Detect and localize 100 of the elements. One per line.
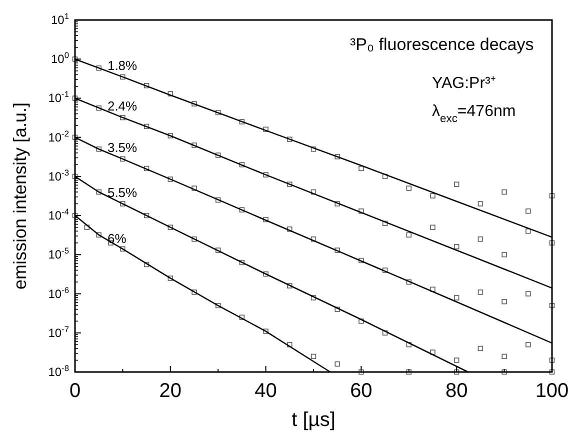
point <box>287 283 292 288</box>
point <box>216 302 221 308</box>
point <box>502 299 507 304</box>
point <box>263 126 268 132</box>
point <box>334 361 340 367</box>
point <box>406 186 412 191</box>
point <box>502 189 507 195</box>
x-tick-label: 0 <box>69 380 81 402</box>
y-tick-label: 10$^{-6}$ <box>48 284 70 301</box>
point <box>216 248 221 253</box>
point <box>263 271 268 277</box>
point <box>144 166 150 172</box>
point <box>287 226 292 232</box>
point <box>120 246 126 252</box>
point <box>334 154 340 160</box>
y-tick-label: 10$^{1}$ <box>50 11 70 27</box>
point <box>406 342 412 348</box>
y-tick-label: 10$^{-3}$ <box>48 167 70 184</box>
y-tick-label: 10$^{-1}$ <box>48 89 70 106</box>
point <box>334 306 340 312</box>
point <box>502 354 507 360</box>
point <box>144 212 150 218</box>
point <box>382 220 388 226</box>
point <box>502 369 507 375</box>
point <box>192 186 197 191</box>
y-tick-label: 10$^{-8}$ <box>48 363 70 379</box>
point <box>406 279 412 285</box>
point <box>216 197 221 203</box>
point <box>287 136 292 142</box>
point <box>358 369 364 375</box>
annotation: ³P₀ fluorescence decays <box>350 35 534 54</box>
point <box>192 290 197 295</box>
point <box>334 248 340 253</box>
point <box>406 369 412 375</box>
point <box>287 182 292 187</box>
y-tick-label: 10$^{-5}$ <box>48 246 70 262</box>
point <box>526 228 531 234</box>
point <box>192 101 197 106</box>
point <box>287 342 292 348</box>
series-label: 5.5% <box>107 185 138 200</box>
point <box>382 268 388 273</box>
point <box>454 182 460 187</box>
point <box>382 330 388 336</box>
point <box>263 328 268 334</box>
point <box>144 124 150 130</box>
x-tick-label: 60 <box>350 380 372 402</box>
point <box>144 83 150 88</box>
y-tick-label: 10$^{0}$ <box>50 50 70 66</box>
point <box>430 224 436 230</box>
point <box>168 91 173 96</box>
point <box>96 232 102 238</box>
point <box>168 224 173 230</box>
point <box>358 166 364 172</box>
point <box>168 276 173 281</box>
point <box>358 318 364 324</box>
point <box>478 236 484 242</box>
point <box>192 142 197 148</box>
point <box>96 146 102 152</box>
point <box>549 302 555 308</box>
point <box>216 110 221 116</box>
point <box>502 252 507 258</box>
point <box>239 162 245 168</box>
point <box>430 193 436 198</box>
point <box>310 354 316 360</box>
point <box>406 232 412 238</box>
point <box>84 224 90 230</box>
point <box>358 208 364 214</box>
point <box>120 201 126 206</box>
point <box>96 105 102 111</box>
point <box>96 189 102 195</box>
point <box>549 369 555 375</box>
x-axis-title: t [µs] <box>292 409 336 431</box>
series-label: 1.8% <box>107 58 138 73</box>
point <box>526 291 531 296</box>
point <box>120 156 126 162</box>
point <box>549 193 555 198</box>
point <box>239 119 245 124</box>
point <box>263 172 268 178</box>
annotation: λ$_{exc}$=476nm <box>432 103 516 125</box>
series-label: 2.4% <box>107 98 138 114</box>
annotation: YAG:Pr³⁺ <box>432 75 496 92</box>
point <box>454 369 460 375</box>
point <box>216 152 221 158</box>
x-tick-label: 100 <box>535 380 569 402</box>
point <box>549 240 555 246</box>
point <box>239 314 245 320</box>
y-tick-label: 10$^{-7}$ <box>48 324 70 340</box>
point <box>310 236 316 242</box>
point <box>478 346 484 352</box>
point <box>120 114 126 120</box>
point <box>144 262 150 268</box>
series-label: 3.5% <box>107 140 138 155</box>
point <box>526 208 531 214</box>
point <box>239 207 245 212</box>
y-tick-label: 10$^{-4}$ <box>48 206 70 223</box>
point <box>310 295 316 300</box>
y-tick-label: 10$^{-2}$ <box>48 128 70 144</box>
point <box>120 74 126 80</box>
y-axis-title: emission intensity [a.u.] <box>10 102 30 290</box>
point <box>549 358 555 363</box>
